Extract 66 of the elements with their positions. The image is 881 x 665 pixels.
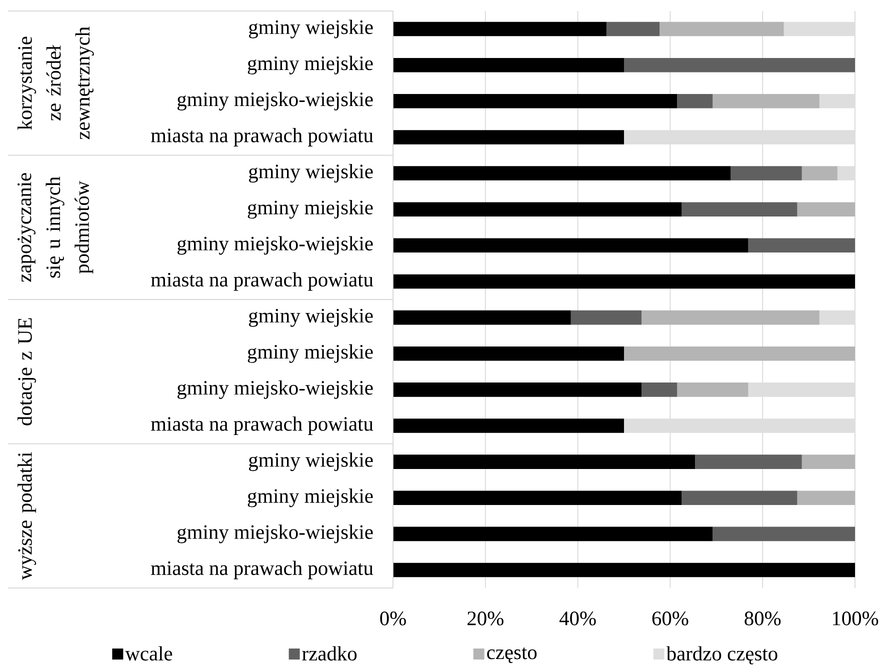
y-tick-label: miasta na prawach powiatu xyxy=(151,416,374,435)
y-tick-label: gminy miejsko-wiejskie xyxy=(178,380,373,399)
legend-label: bardzo często xyxy=(666,646,778,664)
bar xyxy=(712,94,820,108)
y-tick-label: gminy miejskie xyxy=(248,344,373,363)
bar xyxy=(393,130,624,144)
bar xyxy=(624,346,856,361)
bar xyxy=(695,454,802,469)
bar xyxy=(797,202,856,216)
x-tick-label: 40% xyxy=(559,612,596,626)
x-tick-label: 0% xyxy=(380,612,406,626)
bar xyxy=(393,454,696,469)
y-tick-label: gminy miejsko-wiejskie xyxy=(178,524,373,544)
x-tick-label: 100% xyxy=(832,612,878,626)
bar xyxy=(393,58,624,72)
bar xyxy=(393,562,856,578)
y-tick-label: miasta na prawach powiatu xyxy=(151,128,374,146)
y-tick-label: gminy wiejskie xyxy=(248,308,373,327)
y-tick-label: gminy miejskie xyxy=(248,56,373,74)
y-tick-label: gminy miejsko-wiejskie xyxy=(178,236,373,255)
x-tick-label: 60% xyxy=(652,612,688,626)
text: dotacje z UE xyxy=(18,318,36,426)
bar xyxy=(642,382,678,397)
bar xyxy=(624,58,856,72)
bar xyxy=(393,418,624,433)
bar xyxy=(748,238,856,253)
bar xyxy=(797,490,856,505)
text: wyższe podatki xyxy=(18,452,36,580)
bar xyxy=(642,310,820,325)
y-tick-label: gminy wiejskie xyxy=(248,452,373,472)
bar xyxy=(802,166,838,180)
y-tick-label: miasta na prawach powiatu xyxy=(151,560,374,580)
text: zapożyczanie się u innych podmiotów xyxy=(18,173,94,282)
bar xyxy=(393,490,682,505)
bar xyxy=(677,382,748,397)
bar xyxy=(393,166,731,180)
bar xyxy=(682,202,798,216)
bar xyxy=(393,238,748,253)
bar xyxy=(393,526,713,542)
y-tick-label: gminy miejsko-wiejskie xyxy=(178,92,373,110)
bar xyxy=(682,490,798,505)
y-tick-label: miasta na prawach powiatu xyxy=(151,272,374,291)
text: korzystanie ze źródeł zewnętrznych xyxy=(18,26,94,140)
x-tick-label: 20% xyxy=(468,612,504,626)
bar xyxy=(712,526,856,542)
y-tick-label: gminy wiejskie xyxy=(248,20,373,38)
legend-label: często xyxy=(487,648,537,664)
bar xyxy=(660,22,784,36)
bar xyxy=(393,310,571,325)
bar xyxy=(393,94,678,108)
bar xyxy=(802,454,856,469)
bar xyxy=(606,22,660,36)
bar xyxy=(393,202,682,216)
x-tick-label: 80% xyxy=(744,612,781,626)
bar xyxy=(393,22,606,36)
legend-label: rzadko xyxy=(302,646,357,661)
bar xyxy=(393,382,642,397)
y-tick-label: gminy miejskie xyxy=(248,488,373,508)
y-tick-label: gminy miejskie xyxy=(248,200,373,219)
bar xyxy=(393,274,856,289)
bar xyxy=(570,310,642,325)
bar xyxy=(677,94,713,108)
y-tick-label: gminy wiejskie xyxy=(248,164,373,183)
legend-label: wcale xyxy=(125,646,172,661)
bar xyxy=(730,166,802,180)
bar xyxy=(393,346,624,361)
